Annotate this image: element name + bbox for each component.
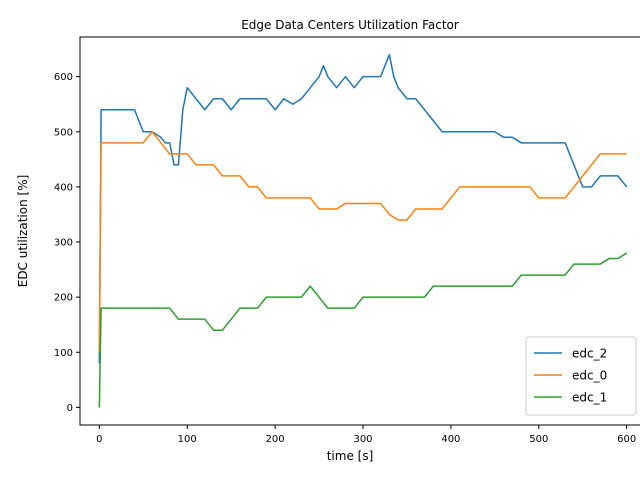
series-line-edc_1 bbox=[98, 252, 628, 408]
legend-label-edc_2: edc_2 bbox=[572, 347, 607, 361]
y-tick-label: 200 bbox=[54, 293, 73, 304]
legend: edc_2 edc_0 edc_1 bbox=[525, 336, 637, 416]
series-layer bbox=[98, 53, 628, 408]
legend-label-edc_0: edc_0 bbox=[572, 369, 607, 383]
x-tick-label: 100 bbox=[178, 434, 197, 445]
y-tick-label: 400 bbox=[54, 182, 73, 193]
chart-title: Edge Data Centers Utilization Factor bbox=[241, 18, 459, 32]
y-tick-label: 100 bbox=[54, 348, 73, 359]
x-tick-label: 0 bbox=[96, 434, 102, 445]
legend-box bbox=[525, 336, 637, 416]
plot-area bbox=[79, 36, 640, 426]
y-axis: 0 100 200 300 400 500 600 bbox=[54, 72, 80, 414]
x-tick-label: 300 bbox=[353, 434, 372, 445]
x-axis: 0 100 200 300 400 500 600 bbox=[96, 425, 636, 445]
x-tick-label: 600 bbox=[617, 434, 636, 445]
y-tick-label: 500 bbox=[54, 127, 73, 138]
legend-label-edc_1: edc_1 bbox=[572, 391, 607, 405]
series-line-edc_2 bbox=[98, 53, 628, 364]
x-tick-label: 200 bbox=[266, 434, 285, 445]
y-axis-label: EDC utilization [%] bbox=[16, 175, 30, 288]
series-line-edc_0 bbox=[98, 131, 627, 353]
x-tick-label: 400 bbox=[441, 434, 460, 445]
y-tick-label: 0 bbox=[67, 403, 73, 414]
x-axis-label: time [s] bbox=[327, 449, 374, 463]
y-tick-label: 600 bbox=[54, 72, 73, 83]
x-tick-label: 500 bbox=[529, 434, 548, 445]
y-tick-label: 300 bbox=[54, 238, 73, 249]
